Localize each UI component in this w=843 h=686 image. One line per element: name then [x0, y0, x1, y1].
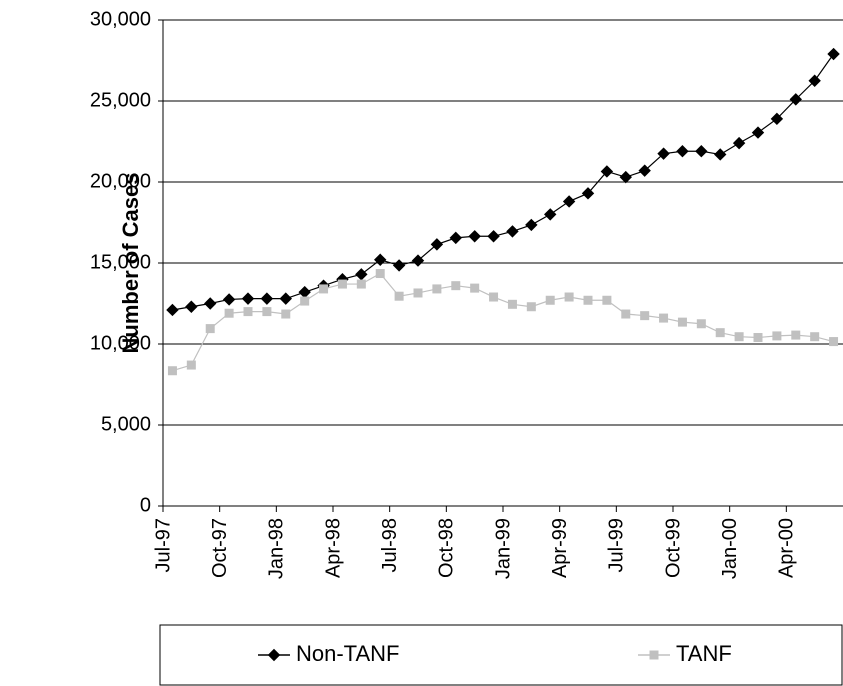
- data-point: [186, 360, 196, 370]
- data-point: [487, 230, 500, 243]
- data-point: [770, 112, 784, 126]
- data-point: [166, 303, 179, 317]
- data-point: [281, 309, 291, 319]
- data-point: [640, 311, 650, 321]
- data-point: [789, 93, 802, 106]
- data-point: [829, 337, 839, 347]
- data-point: [827, 47, 840, 61]
- data-point: [185, 300, 198, 313]
- data-point: [241, 292, 255, 305]
- legend-label: TANF: [676, 641, 732, 666]
- data-point: [468, 230, 481, 243]
- data-point: [451, 281, 461, 291]
- data-point: [260, 292, 274, 305]
- data-point: [810, 332, 820, 342]
- data-point: [394, 291, 404, 301]
- y-tick-label: 10,000: [90, 332, 151, 354]
- data-point: [489, 292, 499, 302]
- data-point: [470, 283, 480, 293]
- data-point: [506, 225, 519, 238]
- x-tick-label: Oct-98: [436, 518, 458, 578]
- data-point: [526, 302, 536, 312]
- data-point: [298, 285, 311, 299]
- data-point: [732, 136, 746, 150]
- data-point: [375, 269, 385, 279]
- data-point: [638, 164, 651, 177]
- legend-marker: [649, 650, 659, 660]
- x-tick-label: Apr-98: [322, 518, 344, 578]
- data-point: [772, 331, 782, 341]
- data-point: [243, 307, 253, 317]
- x-tick-label: Jul-99: [606, 518, 628, 572]
- data-point: [751, 126, 765, 139]
- data-point: [319, 284, 329, 294]
- data-point: [356, 279, 366, 289]
- data-point: [449, 231, 462, 245]
- data-point: [374, 253, 387, 266]
- x-tick-label: Oct-99: [662, 518, 684, 578]
- data-point: [676, 145, 689, 158]
- x-tick-label: Apr-99: [549, 518, 571, 578]
- series-line: [172, 272, 834, 372]
- legend-label: Non-TANF: [296, 641, 400, 666]
- data-point: [432, 284, 442, 294]
- data-point: [659, 313, 669, 323]
- data-point: [677, 317, 687, 327]
- data-point: [337, 279, 347, 289]
- data-point: [583, 295, 593, 305]
- x-tick-label: Oct-97: [209, 518, 231, 578]
- y-tick-label: 0: [140, 494, 151, 516]
- data-point: [413, 288, 423, 298]
- data-point: [205, 324, 215, 334]
- data-point: [621, 309, 631, 319]
- x-tick-label: Jan-98: [266, 518, 288, 579]
- data-point: [545, 295, 555, 305]
- x-tick-label: Apr-00: [776, 518, 798, 578]
- data-point: [300, 296, 310, 306]
- y-tick-label: 5,000: [101, 413, 151, 435]
- data-point: [808, 74, 821, 87]
- data-point: [204, 297, 217, 310]
- data-point: [696, 319, 706, 329]
- legend-marker: [267, 648, 281, 662]
- data-point: [544, 208, 557, 221]
- data-point: [753, 333, 763, 343]
- data-point: [734, 332, 744, 342]
- data-point: [411, 254, 425, 267]
- data-point: [507, 299, 517, 309]
- x-tick-label: Jan-00: [719, 518, 741, 579]
- data-point: [714, 148, 727, 161]
- data-point: [657, 147, 670, 160]
- data-point: [564, 292, 574, 302]
- data-point: [602, 295, 612, 305]
- data-point: [581, 187, 595, 200]
- y-tick-label: 20,000: [90, 170, 151, 192]
- data-point: [619, 170, 632, 184]
- data-point: [695, 145, 708, 158]
- data-point: [715, 328, 725, 338]
- y-tick-label: 25,000: [90, 89, 151, 111]
- x-tick-label: Jan-99: [492, 518, 514, 579]
- data-point: [224, 308, 234, 318]
- data-point: [392, 259, 406, 272]
- y-tick-label: 30,000: [90, 8, 151, 30]
- y-tick-label: 15,000: [90, 251, 151, 273]
- data-point: [562, 195, 576, 208]
- data-point: [222, 293, 236, 306]
- data-point: [791, 330, 801, 340]
- data-point: [279, 292, 292, 305]
- x-tick-label: Jul-97: [152, 518, 174, 572]
- data-point: [525, 218, 538, 232]
- y-axis-label: Number of Cases: [118, 173, 143, 354]
- data-point: [430, 238, 444, 251]
- x-tick-label: Jul-98: [379, 518, 401, 572]
- data-point: [167, 366, 177, 376]
- data-point: [355, 268, 368, 281]
- data-point: [262, 307, 272, 317]
- data-point: [600, 165, 614, 178]
